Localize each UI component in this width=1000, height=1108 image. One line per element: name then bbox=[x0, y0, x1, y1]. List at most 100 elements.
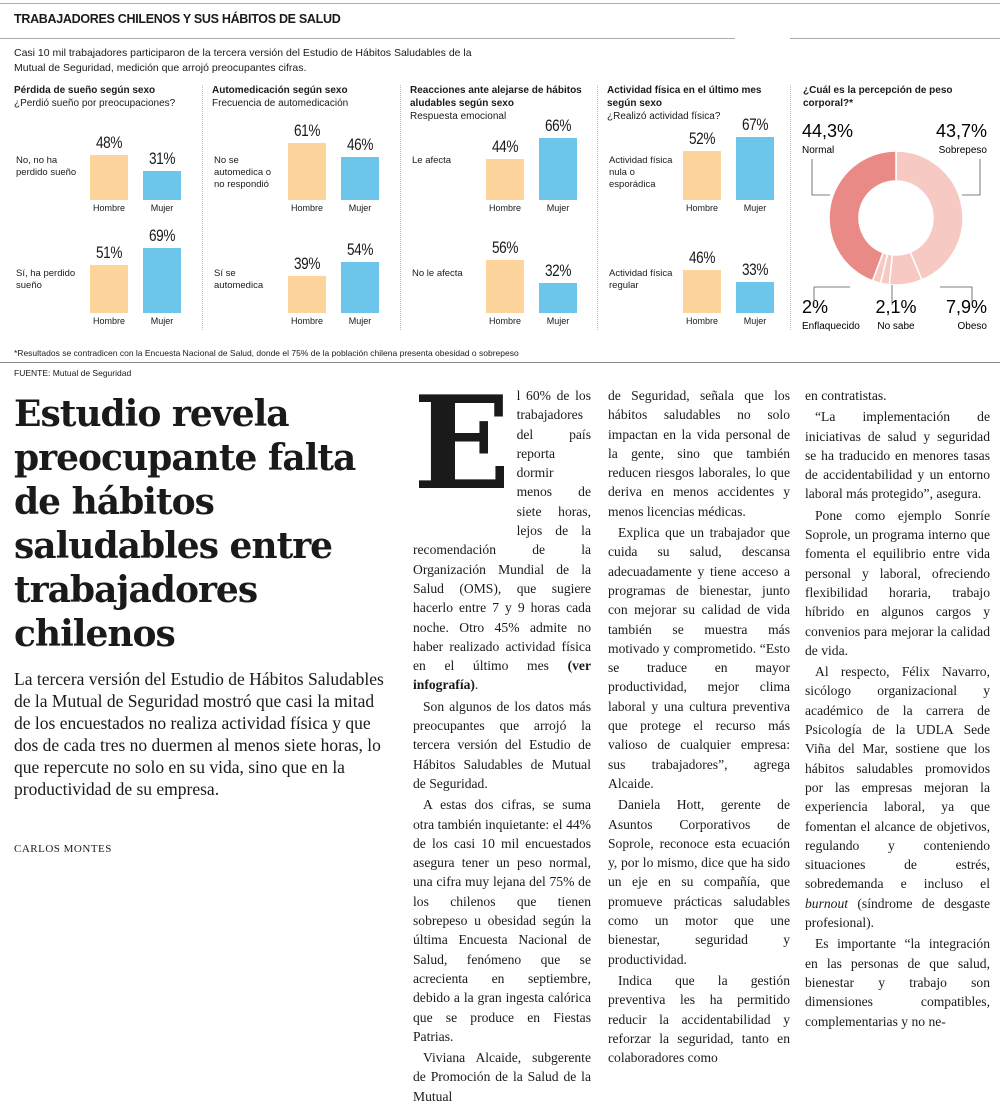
headline: Estudio revela preocupante falta de hábi… bbox=[14, 393, 356, 655]
bar-hombre bbox=[683, 269, 721, 313]
paragraph: Al respecto, Félix Navarro, sicólogo org… bbox=[805, 664, 990, 931]
bar-value-label: 54% bbox=[346, 240, 374, 260]
leader-line bbox=[813, 286, 850, 305]
donut-title: ¿Cuál es la percepción de peso corporal?… bbox=[803, 85, 953, 109]
bar-value-label: 52% bbox=[688, 129, 716, 149]
row-label: Actividad física nula o esporádica bbox=[609, 155, 673, 190]
infographic-title: TRABAJADORES CHILENOS Y SUS HÁBITOS DE S… bbox=[14, 12, 341, 26]
lead-paragraph: La tercera versión del Estudio de Hábito… bbox=[14, 669, 384, 799]
bar-category-label: Hombre bbox=[685, 203, 718, 213]
bar-hombre bbox=[90, 265, 128, 313]
donut-chart: 43,7% Sobrepeso 7,9% Obeso 2,1% No sabe 2% Enfl… bbox=[802, 121, 988, 332]
bar-category-label: Hombre bbox=[488, 203, 521, 213]
bar-category-label: Mujer bbox=[150, 203, 174, 213]
bar-value-label: 31% bbox=[148, 148, 176, 168]
paragraph: A estas dos cifras, se suma otra también… bbox=[413, 797, 591, 1044]
bar-value-label: 44% bbox=[491, 136, 519, 156]
bar-value-label: 51% bbox=[95, 243, 123, 263]
bar-category-label: Hombre bbox=[488, 316, 521, 326]
bar-mujer bbox=[539, 282, 577, 313]
donut-category-label: Normal bbox=[802, 145, 834, 156]
panel-header: Reacciones ante alejarse de hábitos alud… bbox=[410, 85, 582, 122]
donut-category-label: Sobrepeso bbox=[939, 145, 988, 156]
bar-category-label: Hombre bbox=[290, 203, 323, 213]
bar-category-label: Hombre bbox=[290, 316, 323, 326]
row-label: No le afecta bbox=[412, 268, 463, 279]
donut-category-label: Enflaquecido bbox=[802, 321, 860, 332]
bar-hombre bbox=[288, 142, 326, 200]
donut-category-label: No sabe bbox=[877, 321, 915, 332]
leader-line bbox=[962, 159, 981, 196]
drop-cap: E bbox=[413, 369, 511, 519]
row-label: No, no ha perdido sueño bbox=[16, 155, 77, 178]
bar-value-label: 39% bbox=[293, 254, 321, 274]
bar-hombre bbox=[486, 158, 524, 200]
bar-value-label: 67% bbox=[741, 115, 769, 135]
row-label: Actividad física regular bbox=[609, 268, 673, 291]
paragraph: Son algunos de los datos más preocupante… bbox=[413, 698, 591, 791]
donut-value-label: 2,1% bbox=[875, 297, 916, 317]
infographic-intro: Casi 10 mil trabajadores participaron de… bbox=[14, 47, 472, 74]
bar-value-label: 61% bbox=[293, 120, 321, 140]
paragraph: Viviana Alcaide, subgerente de Promoción… bbox=[413, 1050, 591, 1104]
infographic-reference: (ver infografía) bbox=[413, 658, 591, 693]
row-label: Le afecta bbox=[412, 155, 452, 166]
bar-value-label: 33% bbox=[741, 259, 769, 279]
donut-value-label: 43,7% bbox=[936, 121, 987, 141]
donut-value-label: 2% bbox=[802, 297, 828, 317]
row-label: Sí se automedica bbox=[214, 268, 264, 291]
bar-category-label: Mujer bbox=[150, 316, 174, 326]
bar-mujer bbox=[143, 170, 181, 200]
bar-hombre bbox=[90, 154, 128, 200]
paragraph: Pone como ejemplo Sonríe Soprole, un pro… bbox=[805, 507, 990, 658]
bar-category-label: Mujer bbox=[546, 316, 570, 326]
paragraph: en contratistas. bbox=[805, 388, 887, 403]
donut-slice-sobrepeso bbox=[895, 150, 964, 281]
bar-value-label: 69% bbox=[148, 226, 176, 246]
bar-category-label: Hombre bbox=[92, 316, 125, 326]
bar-category-label: Mujer bbox=[348, 316, 372, 326]
donut-value-label: 7,9% bbox=[946, 297, 987, 317]
bar-category-label: Mujer bbox=[743, 203, 767, 213]
bar-mujer bbox=[539, 137, 577, 200]
bar-mujer bbox=[341, 156, 379, 200]
bar-category-label: Mujer bbox=[546, 203, 570, 213]
row-label: No se automedica o no respondió bbox=[214, 155, 272, 190]
bar-value-label: 66% bbox=[544, 115, 572, 135]
leader-line bbox=[940, 286, 973, 305]
bar-value-label: 48% bbox=[95, 132, 123, 152]
bar-category-label: Mujer bbox=[743, 316, 767, 326]
bar-mujer bbox=[341, 262, 379, 313]
bar-value-label: 46% bbox=[688, 247, 716, 267]
leader-line bbox=[811, 159, 830, 196]
bar-value-label: 32% bbox=[544, 260, 572, 280]
bar-category-label: Hombre bbox=[685, 316, 718, 326]
donut-value-label: 44,3% bbox=[802, 121, 853, 141]
bar-mujer bbox=[143, 248, 181, 313]
bar-value-label: 56% bbox=[491, 238, 519, 258]
paragraph: de Seguridad, señala que los hábitos sal… bbox=[608, 388, 790, 519]
paragraph: Daniela Hott, gerente de Asuntos Corpora… bbox=[608, 797, 790, 967]
panel-header: Pérdida de sueño según sexo ¿Perdió sueño… bbox=[14, 85, 176, 109]
bar-mujer bbox=[736, 281, 774, 313]
donut-category-label: Obeso bbox=[958, 321, 988, 332]
row-label: Sí, ha perdido sueño bbox=[16, 268, 76, 291]
article-column-3: en contratistas. “La implementación de i… bbox=[805, 386, 990, 1033]
panel-header: Actividad física en el último mes según … bbox=[607, 85, 762, 122]
bar-category-label: Hombre bbox=[92, 203, 125, 213]
donut-slice-normal bbox=[828, 150, 897, 282]
paragraph: Es importante “la integración en las per… bbox=[805, 936, 990, 1029]
paragraph: Explica que un trabajador que cuida su s… bbox=[608, 525, 790, 791]
bar-hombre bbox=[486, 260, 524, 313]
bar-category-label: Mujer bbox=[348, 203, 372, 213]
bar-value-label: 46% bbox=[346, 134, 374, 154]
footnote: *Resultados se contradicen con la Encues… bbox=[14, 348, 519, 358]
paragraph: Indica que la gestión preventiva les ha … bbox=[608, 972, 790, 1066]
panel-header: Automedicación según sexo Frecuencia de a… bbox=[212, 85, 349, 109]
bar-mujer bbox=[736, 137, 774, 200]
byline: CARLOS MONTES bbox=[14, 843, 112, 855]
paragraph: “La implementación de iniciativas de sal… bbox=[805, 409, 990, 502]
bar-hombre bbox=[683, 151, 721, 200]
